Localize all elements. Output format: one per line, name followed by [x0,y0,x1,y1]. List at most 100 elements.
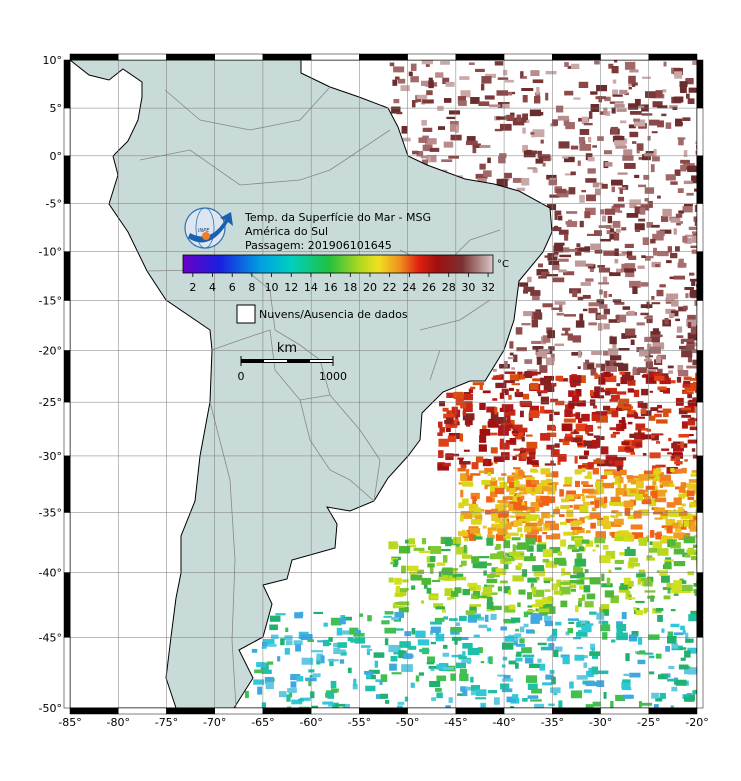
logo-meridian [195,207,215,249]
sst-pixel [652,156,660,162]
sst-pixel [563,484,572,487]
sst-pixel [632,286,638,295]
sst-pixel [490,613,497,620]
sst-pixel [641,255,646,259]
sst-pixel [459,433,464,442]
sst-pixel [599,289,603,295]
sst-pixel [628,87,632,90]
sst-pixel [586,194,596,202]
sst-pixel [624,268,634,273]
sst-pixel [484,458,489,465]
sst-pixel [508,481,515,489]
sst-pixel [668,665,675,669]
sst-pixel [667,510,680,517]
sst-pixel [647,200,653,208]
sst-pixel [644,336,653,343]
sst-pixel [533,95,541,104]
sst-pixel [544,589,551,592]
sst-pixel [558,258,569,262]
colorbar-tick-label: 22 [383,281,397,294]
sst-pixel [502,656,508,661]
sst-pixel [596,463,606,467]
sst-pixel [488,418,497,423]
sst-pixel [570,145,579,150]
border [299,399,375,502]
sst-pixel [546,432,557,437]
sst-pixel [549,177,556,180]
sst-pixel [467,647,480,656]
sst-pixel [485,480,498,487]
sst-pixel [621,416,626,422]
sst-pixel [342,630,351,635]
sst-pixel [287,706,292,708]
sst-pixel [373,652,385,658]
sst-pixel [592,182,600,188]
sst-pixel [566,490,576,495]
sst-pixel [427,656,435,663]
sst-pixel [546,638,556,642]
sst-pixel [637,659,646,665]
sst-pixel [408,71,413,77]
sst-pixel [483,570,487,576]
sst-pixel [503,380,515,384]
sst-pixel [529,486,537,492]
sst-pixel [687,314,696,320]
sst-pixel [680,441,684,449]
sst-pixel [489,553,501,560]
sst-pixel [453,536,462,544]
sst-pixel [535,498,541,503]
sst-pixel [512,456,517,460]
sst-pixel [468,503,478,512]
sst-pixel [284,648,290,655]
lon-tick-label: -75° [155,716,178,729]
sst-pixel [486,432,498,436]
sst-pixel [537,642,547,646]
sst-pixel [670,705,674,708]
frame-segment [166,53,215,61]
sst-pixel [535,486,543,494]
lat-tick-label: -50° [39,702,62,715]
sst-pixel [532,346,544,350]
sst-pixel [262,638,275,647]
sst-pixel [695,150,697,155]
sst-pixel [522,144,528,153]
sst-pixel [436,675,447,682]
sst-pixel [511,367,515,370]
sst-pixel [557,115,569,121]
sst-pixel [459,668,467,677]
sst-pixel [686,549,697,552]
sst-pixel [396,605,405,608]
sst-pixel [265,681,274,690]
sst-pixel [443,616,449,620]
sst-pixel [610,394,620,400]
frame-segment [455,707,505,715]
sst-pixel [472,590,481,596]
sst-pixel [641,499,652,505]
sst-pixel [612,94,623,97]
sst-pixel [388,577,394,583]
sst-pixel [560,654,570,658]
sst-pixel [509,341,514,349]
sst-pixel [635,610,643,616]
legend-label: Nuvens/Ausencia de dados [259,308,408,321]
sst-pixel [433,603,444,608]
sst-pixel [652,328,660,334]
sst-pixel [479,383,483,390]
sst-pixel [337,642,347,648]
sst-pixel [494,487,505,495]
sst-pixel [394,601,403,606]
sst-pixel [694,520,697,526]
sst-pixel [256,662,266,668]
sst-pixel [673,228,677,235]
sst-pixel [636,480,644,489]
sst-pixel [553,692,558,696]
sst-pixel [517,527,523,533]
sst-pixel [573,504,585,510]
sst-pixel [522,113,528,120]
sst-pixel [615,511,623,517]
sst-pixel [453,391,464,400]
sst-pixel [391,617,400,621]
sst-pixel [558,229,569,235]
sst-pixel [638,701,642,708]
sst-pixel [600,209,605,215]
